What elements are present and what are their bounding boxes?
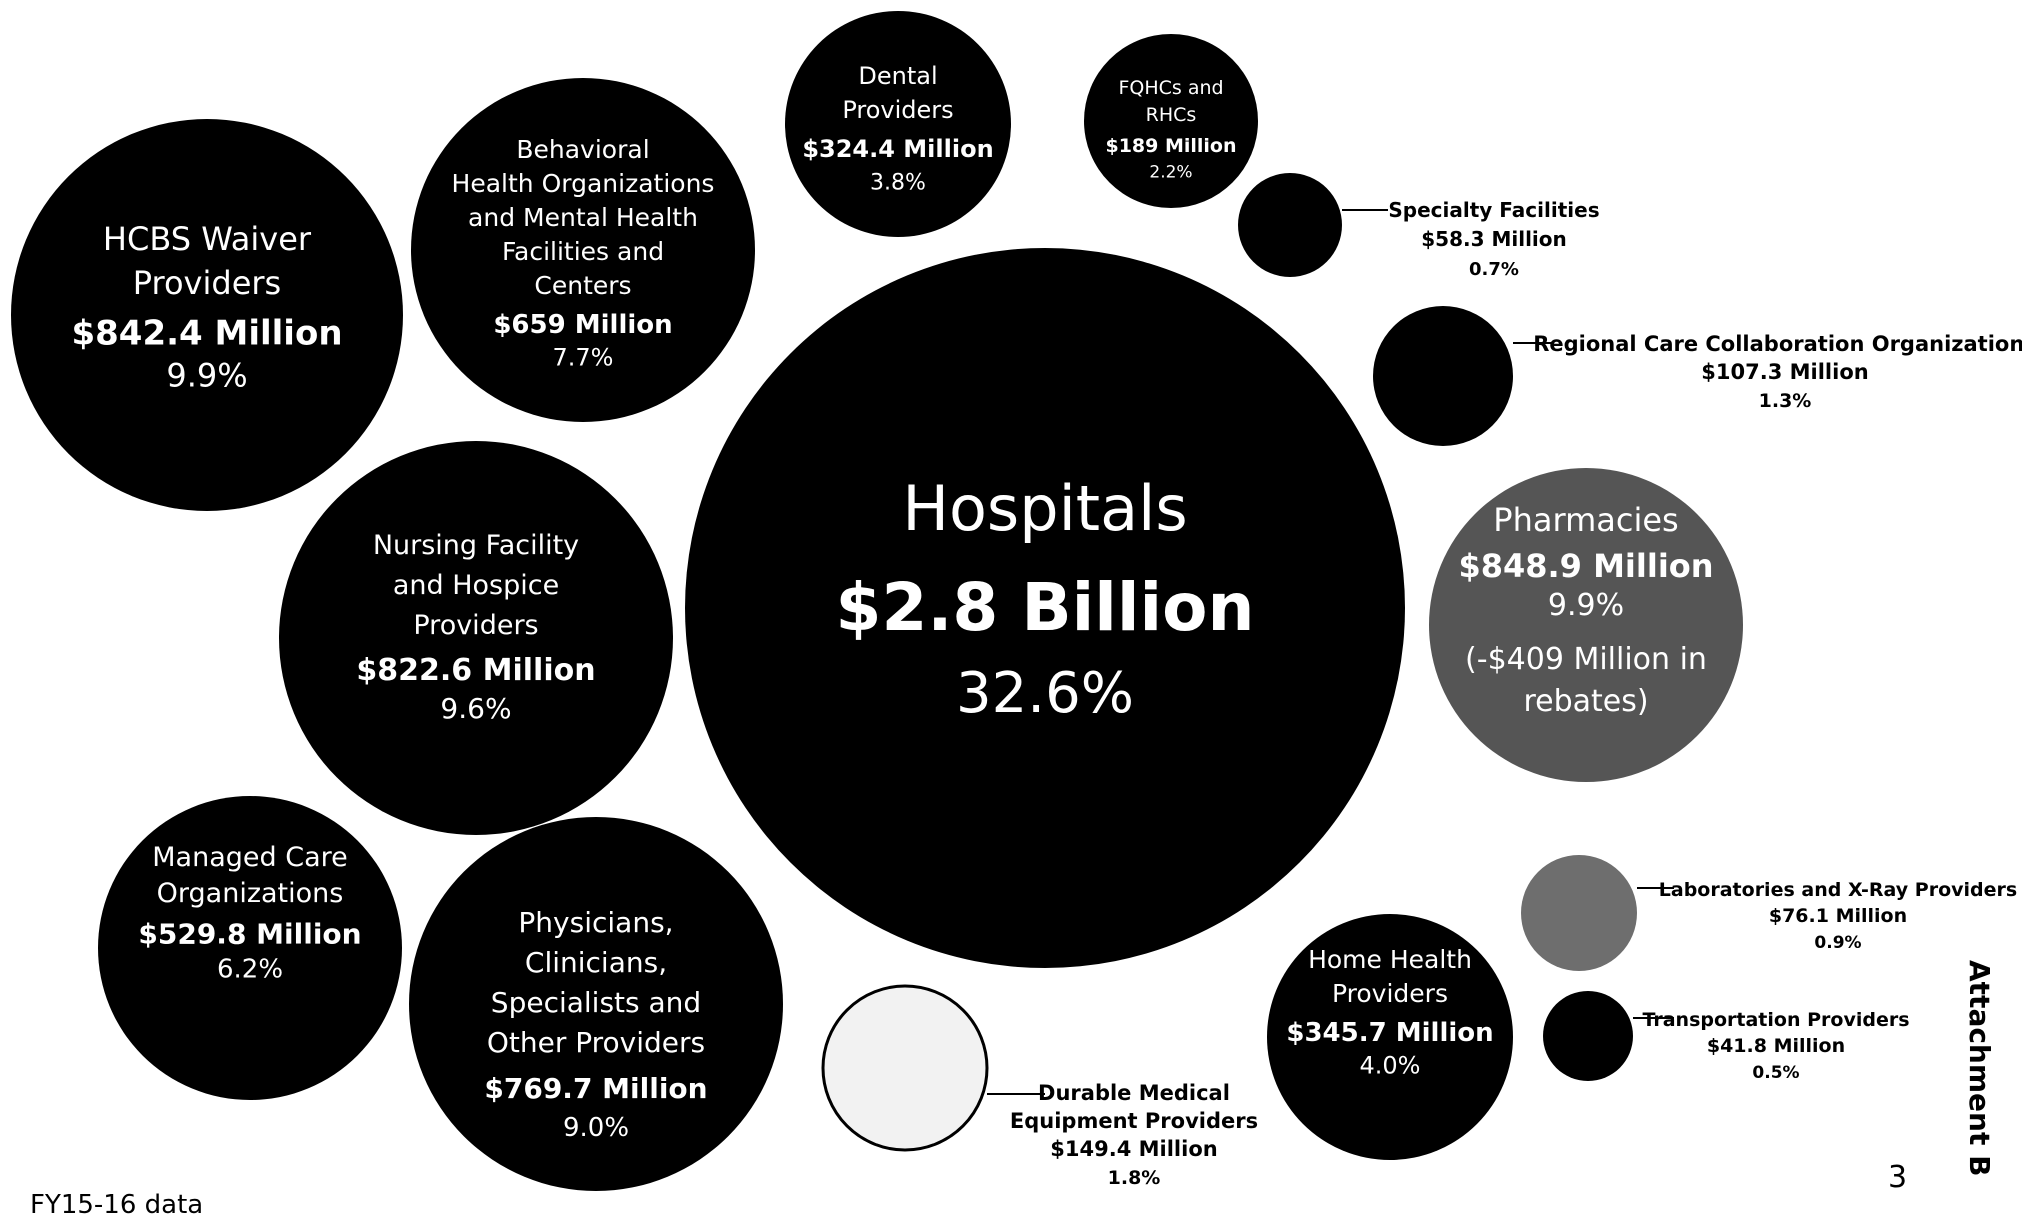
bubble-durable-medical-equipment-providers [821,984,989,1152]
label-percent-transportation-providers: 0.5% [1752,1063,1799,1083]
label-value-laboratories-and-x-ray-providers: $76.1 Million [1769,905,1907,927]
bubble-group-fqhcs-and-rhcs: FQHCs and RHCs $189 Million 2.2% [1084,34,1258,208]
bubble-name-physicians-clinicians-specialists-and-other-providers: Other Providers [487,1026,705,1059]
bubble-value-pharmacies: $848.9 Million [1458,547,1713,585]
bubble-value-home-health-providers: $345.7 Million [1286,1018,1493,1048]
bubble-name-behavioral-health-organizations-and-mental-health-facilities-and-centers: Facilities and [502,237,664,266]
bubble-name-nursing-facility-and-hospice-providers: and Hospice [393,570,559,601]
label-percent-specialty-facilities: 0.7% [1469,259,1519,280]
bubble-value-fqhcs-and-rhcs: $189 Million [1105,135,1236,157]
bubble-group-transportation-providers: Transportation Providers $41.8 Million 0.5… [1543,991,1910,1083]
bubble-nursing-facility-and-hospice-providers [279,441,673,835]
bubble-name-physicians-clinicians-specialists-and-other-providers: Specialists and [491,986,701,1019]
label-name-specialty-facilities: Specialty Facilities [1388,198,1599,222]
label-name-transportation-providers: Transportation Providers [1642,1009,1909,1031]
label-value-regional-care-collaboration-organizations: $107.3 Million [1701,360,1868,384]
bubble-name-pharmacies: Pharmacies [1493,501,1678,539]
bubble-name-dental-providers: Dental [858,62,937,90]
bubble-percent-hcbs-waiver-providers: 9.9% [166,356,247,394]
bubble-name-physicians-clinicians-specialists-and-other-providers: Clinicians, [525,946,667,979]
bubble-regional-care-collaboration-organizations [1373,306,1513,446]
bubble-name-behavioral-health-organizations-and-mental-health-facilities-and-centers: Health Organizations [452,169,715,198]
bubble-value-behavioral-health-organizations-and-mental-health-facilities-and-centers: $659 Million [493,310,672,340]
label-name-durable-medical-equipment-providers: Equipment Providers [1010,1109,1258,1133]
bubble-group-durable-medical-equipment-providers: Durable Medical Equipment Providers $149.4… [821,984,1258,1189]
bubble-name-home-health-providers: Home Health [1308,945,1472,974]
label-name-regional-care-collaboration-organizations: Regional Care Collaboration Organization… [1533,332,2022,356]
bubble-pharmacies [1429,468,1743,782]
bubble-group-hospitals: Hospitals $2.8 Billion 32.6% [685,248,1405,968]
page-number: 3 [1888,1160,1908,1195]
bubble-percent-home-health-providers: 4.0% [1360,1051,1421,1079]
bubble-name-dental-providers: Providers [842,96,953,124]
label-percent-regional-care-collaboration-organizations: 1.3% [1759,390,1812,412]
bubble-fqhcs-and-rhcs [1084,34,1258,208]
bubble-group-laboratories-and-x-ray-providers: Laboratories and X-Ray Providers $76.1 Mi… [1521,855,2017,971]
bubble-group-behavioral-health-organizations-and-mental-health-facilities-and-centers: Behavioral Health Organizations and Mental… [411,78,755,422]
bubble-hcbs-waiver-providers [11,119,403,511]
bubble-value-physicians-clinicians-specialists-and-other-providers: $769.7 Million [484,1072,707,1105]
bubble-dental-providers [785,11,1011,237]
bubble-percent-behavioral-health-organizations-and-mental-health-facilities-and-centers: 7.7% [553,343,614,371]
bubble-value-nursing-facility-and-hospice-providers: $822.6 Million [356,653,595,688]
footnote: FY15-16 data [30,1190,204,1220]
attachment-label: Attachment B [1963,960,1996,1177]
bubble-name-behavioral-health-organizations-and-mental-health-facilities-and-centers: Behavioral [516,135,649,164]
label-name-laboratories-and-x-ray-providers: Laboratories and X-Ray Providers [1659,879,2017,901]
bubble-name-behavioral-health-organizations-and-mental-health-facilities-and-centers: and Mental Health [468,203,698,232]
bubble-name-hospitals: Hospitals [902,472,1187,545]
bubble-name-home-health-providers: Providers [1332,979,1448,1008]
bubble-group-specialty-facilities: Specialty Facilities $58.3 Million 0.7% [1238,173,1600,280]
bubble-percent-managed-care-organizations: 6.2% [217,955,283,985]
bubble-group-home-health-providers: Home Health Providers $345.7 Million 4.0% [1267,914,1513,1160]
bubble-name-nursing-facility-and-hospice-providers: Nursing Facility [373,530,579,561]
bubble-behavioral-health-organizations-and-mental-health-facilities-and-centers [411,78,755,422]
bubble-hospitals [685,248,1405,968]
bubble-percent-pharmacies: 9.9% [1548,588,1624,623]
bubble-group-nursing-facility-and-hospice-providers: Nursing Facility and Hospice Providers $822… [279,441,673,835]
label-value-transportation-providers: $41.8 Million [1707,1035,1845,1057]
bubble-group-dental-providers: Dental Providers $324.4 Million 3.8% [785,11,1011,237]
bubble-managed-care-organizations [98,796,402,1100]
bubble-group-managed-care-organizations: Managed Care Organizations $529.8 Million 6… [98,796,402,1100]
bubble-percent-dental-providers: 3.8% [870,170,926,195]
bubble-value-hcbs-waiver-providers: $842.4 Million [71,314,342,354]
bubble-value-dental-providers: $324.4 Million [802,135,993,163]
label-value-specialty-facilities: $58.3 Million [1421,227,1567,251]
bubble-name-behavioral-health-organizations-and-mental-health-facilities-and-centers: Centers [534,271,631,300]
label-percent-durable-medical-equipment-providers: 1.8% [1108,1167,1161,1189]
label-percent-laboratories-and-x-ray-providers: 0.9% [1814,933,1861,953]
bubble-name-fqhcs-and-rhcs: FQHCs and [1118,77,1223,99]
bubble-transportation-providers [1543,991,1633,1081]
bubble-percent-fqhcs-and-rhcs: 2.2% [1149,163,1192,183]
bubble-name-managed-care-organizations: Organizations [157,878,344,909]
bubble-name-nursing-facility-and-hospice-providers: Providers [413,610,538,641]
bubble-name-physicians-clinicians-specialists-and-other-providers: Physicians, [518,906,673,939]
bubble-group-physicians-clinicians-specialists-and-other-providers: Physicians, Clinicians, Specialists and Oth… [409,817,783,1191]
bubble-note-pharmacies: rebates) [1523,684,1648,719]
bubble-name-hcbs-waiver-providers: Providers [133,264,281,302]
bubble-name-fqhcs-and-rhcs: RHCs [1146,104,1197,126]
label-name-durable-medical-equipment-providers: Durable Medical [1038,1081,1230,1105]
bubble-percent-nursing-facility-and-hospice-providers: 9.6% [440,692,511,725]
bubble-value-managed-care-organizations: $529.8 Million [138,917,361,950]
bubble-note-pharmacies: (-$409 Million in [1465,642,1707,677]
bubble-home-health-providers [1267,914,1513,1160]
label-value-durable-medical-equipment-providers: $149.4 Million [1050,1137,1217,1161]
bubble-name-hcbs-waiver-providers: HCBS Waiver [103,220,312,258]
bubble-laboratories-and-x-ray-providers [1521,855,1637,971]
bubble-physicians-clinicians-specialists-and-other-providers [409,817,783,1191]
bubble-specialty-facilities [1238,173,1342,277]
bubble-name-managed-care-organizations: Managed Care [152,842,348,873]
bubble-percent-hospitals: 32.6% [956,661,1134,726]
bubble-value-hospitals: $2.8 Billion [836,569,1255,646]
bubble-group-regional-care-collaboration-organizations: Regional Care Collaboration Organization… [1373,306,2022,446]
bubble-percent-physicians-clinicians-specialists-and-other-providers: 9.0% [563,1113,629,1143]
